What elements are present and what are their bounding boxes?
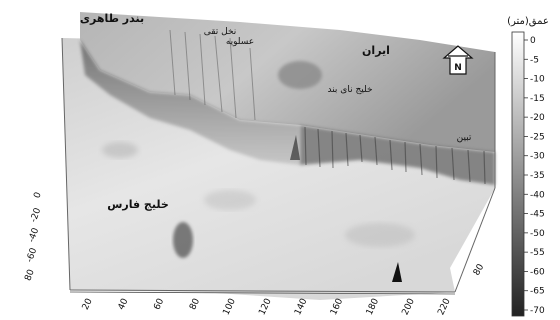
y-tick-label: -20 <box>29 206 44 223</box>
seabed-feature-2 <box>204 190 256 210</box>
colorbar-tick-label: -30 <box>530 152 545 162</box>
label-iran: ایران <box>362 44 390 57</box>
colorbar-tick-label: 0 <box>530 36 536 46</box>
north-arrow-icon <box>442 45 474 75</box>
colorbar-tick-label: -20 <box>530 113 545 123</box>
colorbar-tick-label: -25 <box>530 132 545 142</box>
coastal-slope-east <box>300 125 495 185</box>
x-tick-label: 160 <box>329 297 345 317</box>
x-tick-label: 80 <box>188 297 202 312</box>
y-axis: 0 -20 -40 -60 80 <box>23 191 43 283</box>
coastal-slope <box>80 40 300 165</box>
x-tick-label: 200 <box>401 297 417 317</box>
colorbar-tick-label: -70 <box>530 306 545 316</box>
seabed-spike <box>392 262 402 282</box>
seabed-feature <box>102 142 138 158</box>
x-tick-label: 100 <box>222 297 238 317</box>
colorbar-ramp <box>511 31 525 317</box>
x-tick-label: 120 <box>257 297 273 317</box>
right-axis-tick: 80 <box>472 262 487 277</box>
colorbar-tick-label: -15 <box>530 94 545 104</box>
slope-streaks-west <box>169 29 256 121</box>
seabed-depression <box>173 222 193 258</box>
x-tick-label: 220 <box>436 297 452 317</box>
box-edges <box>61 37 496 293</box>
x-tick-label: 60 <box>152 297 166 312</box>
colorbar-tick-label: -35 <box>530 171 545 181</box>
colorbar-tick-label: -55 <box>530 248 545 258</box>
nay-band-headland <box>278 61 322 89</box>
label-nay-band-bay: خلیج نای بند <box>327 85 372 95</box>
x-tick-label: 180 <box>365 297 381 317</box>
colorbar-tick-label: -45 <box>530 210 545 220</box>
label-nakhl-taghi: نخل تقی <box>204 27 237 37</box>
label-asaluyeh: عسلویه <box>226 37 254 47</box>
colorbar-title: عمق(متر) <box>507 16 549 27</box>
colorbar-tick-label: -65 <box>530 287 545 297</box>
seabed-feature-3 <box>345 223 415 247</box>
label-tabin: تبین <box>457 133 472 143</box>
bay-ridge <box>290 135 300 160</box>
colorbar-tick-label: -5 <box>530 55 539 65</box>
label-bandar-taheri: بندر طاهری <box>80 12 144 25</box>
x-axis-line <box>69 291 456 295</box>
x-tick-label: 40 <box>117 297 131 312</box>
north-arrow: N <box>442 45 474 75</box>
colorbar-tick-label: -10 <box>530 75 545 85</box>
depth-colorbar: عمق(متر) 0 -5 -10 -15 -20 -25 -30 -35 -40 -45 -50 -… <box>507 16 549 317</box>
y-tick-label: -40 <box>27 226 42 243</box>
north-letter: N <box>454 63 462 73</box>
colorbar-tick-label: -50 <box>530 229 545 239</box>
slope-streaks <box>304 126 486 185</box>
y-tick-label: 0 <box>32 191 43 200</box>
x-tick-label: 140 <box>293 297 309 317</box>
x-tick-label: 20 <box>81 297 95 312</box>
y-tick-label: -60 <box>25 246 40 263</box>
y-tick-label: 80 <box>23 268 36 282</box>
colorbar-ticks: 0 -5 -10 -15 -20 -25 -30 -35 -40 -45 -50 -55 -60 -65 -… <box>524 36 545 316</box>
label-persian-gulf: خلیج فارس <box>107 198 169 211</box>
colorbar-tick-label: -40 <box>530 190 545 200</box>
colorbar-tick-label: -60 <box>530 267 545 277</box>
